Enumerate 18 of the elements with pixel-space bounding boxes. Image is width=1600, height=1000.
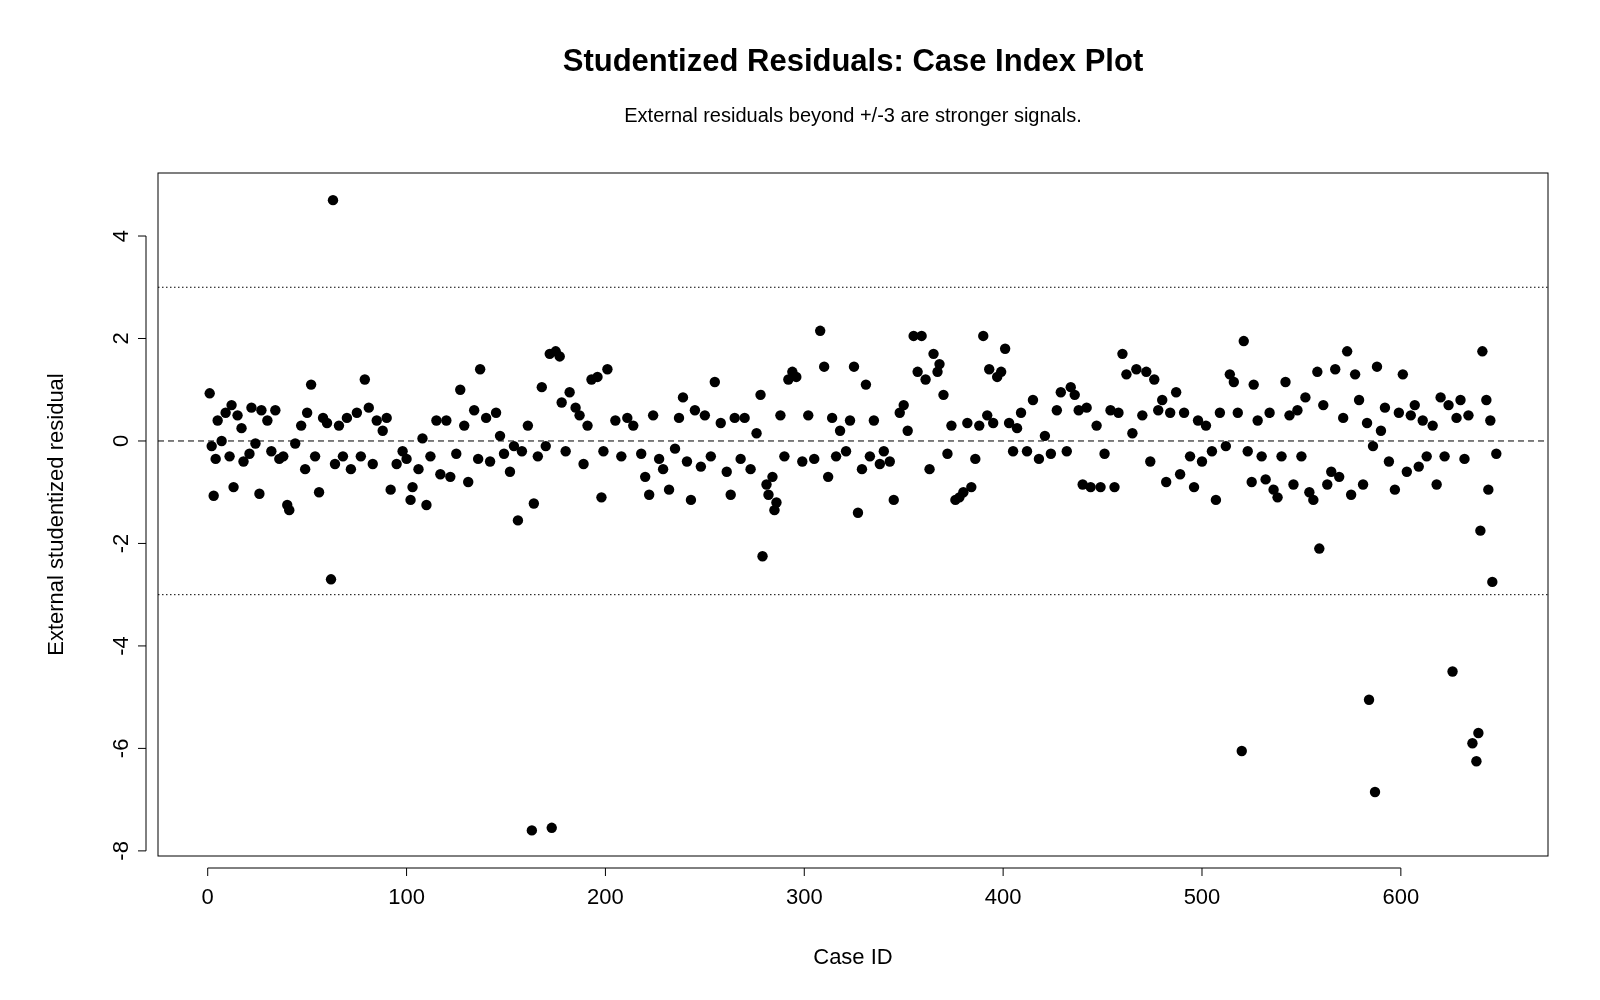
y-tick-label: 2 [108, 332, 133, 345]
chart-subtitle: External residuals beyond +/-3 are stronger signals. [624, 104, 1082, 126]
x-tick-label: 200 [587, 884, 624, 909]
y-tick-label: 0 [108, 434, 133, 448]
x-tick-label: 500 [1183, 884, 1221, 909]
x-tick-label: 600 [1382, 884, 1420, 909]
y-tick-label: -4 [108, 636, 133, 656]
y-tick-label: 4 [108, 229, 133, 243]
x-tick-label: 400 [984, 884, 1022, 909]
y-tick-label: -6 [108, 738, 133, 759]
y-tick-label: -2 [108, 533, 133, 554]
x-tick-label: 0 [201, 884, 214, 909]
y-tick-label: -8 [108, 841, 133, 861]
x-axis-title: Case ID [813, 944, 893, 969]
y-axis-title: External studentized residual [43, 373, 68, 656]
x-tick-label: 100 [388, 884, 425, 909]
x-tick-label: 300 [785, 884, 823, 909]
chart-title: Studentized Residuals: Case Index Plot [562, 43, 1144, 78]
